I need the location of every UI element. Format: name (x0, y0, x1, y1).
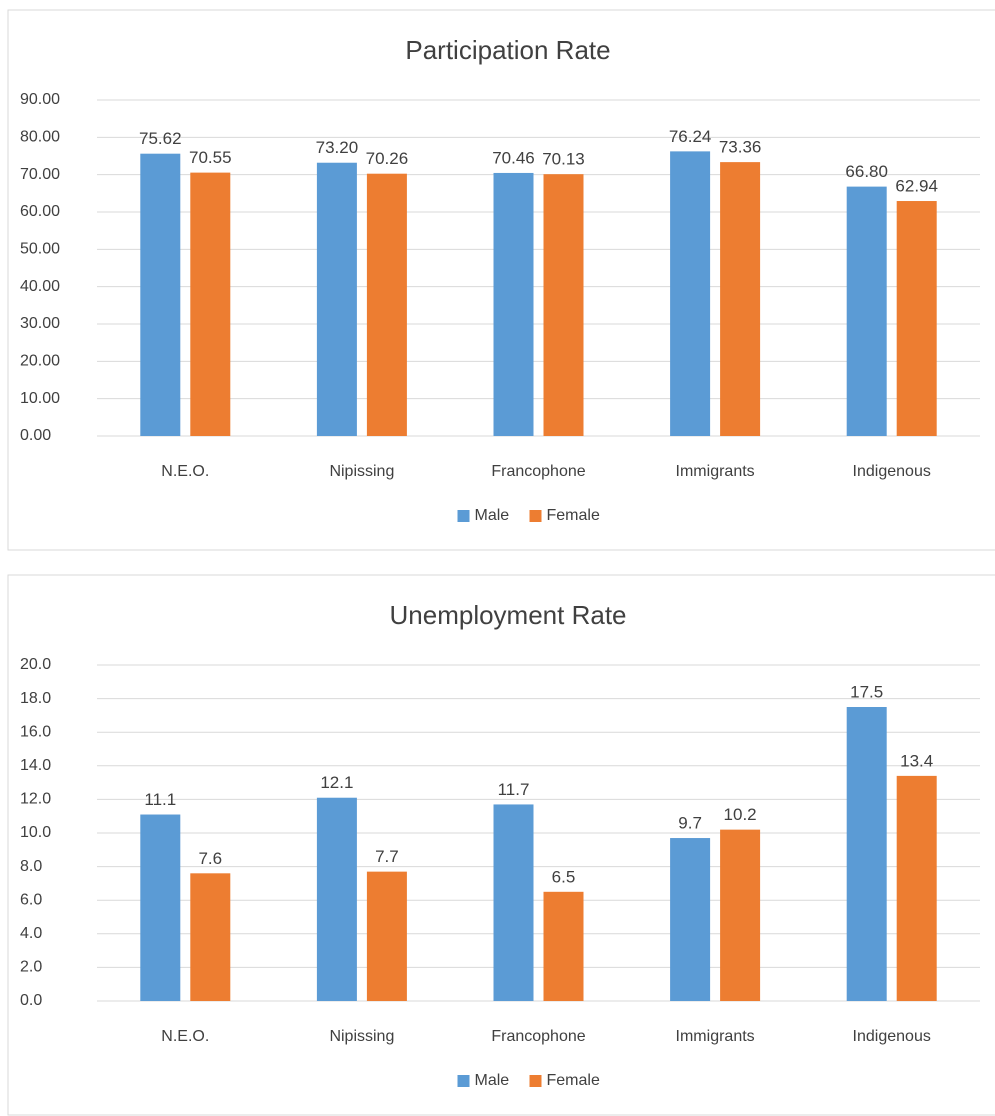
x-tick-label: Indigenous (853, 463, 931, 480)
bar (846, 186, 887, 436)
y-tick-label: 20.00 (20, 353, 60, 370)
x-tick-label: Nipissing (329, 463, 394, 480)
bar (316, 797, 357, 1001)
y-tick-label: 30.00 (20, 315, 60, 332)
bar (896, 201, 937, 436)
chart-border (7, 9, 995, 551)
y-tick-label: 4.0 (20, 925, 42, 942)
y-tick-label: 14.0 (20, 757, 51, 774)
bar (140, 814, 181, 1001)
bar (316, 162, 357, 436)
y-tick-label: 18.0 (20, 690, 51, 707)
legend-label: Male (475, 507, 510, 524)
bar (896, 775, 937, 1001)
chart-border (7, 574, 995, 1116)
data-label: 7.7 (375, 847, 399, 866)
y-tick-label: 40.00 (20, 278, 60, 295)
y-tick-label: 50.00 (20, 241, 60, 258)
bar (366, 173, 407, 437)
x-tick-label: Indigenous (853, 1028, 931, 1045)
data-label: 76.24 (669, 127, 712, 146)
bar (190, 873, 231, 1001)
y-tick-label: 2.0 (20, 959, 42, 976)
legend-swatch (457, 1075, 470, 1087)
x-tick-label: N.E.O. (161, 1028, 209, 1045)
data-label: 70.46 (492, 148, 535, 167)
legend-swatch (529, 1075, 542, 1087)
legend-label: Female (547, 507, 600, 524)
data-label: 6.5 (552, 867, 576, 886)
data-label: 7.6 (198, 849, 222, 868)
data-label: 66.80 (845, 162, 888, 181)
x-tick-label: Francophone (491, 1028, 585, 1045)
x-tick-label: Nipissing (329, 1028, 394, 1045)
data-label: 11.1 (144, 790, 176, 809)
y-tick-label: 8.0 (20, 858, 42, 875)
data-label: 70.55 (189, 148, 232, 167)
bar (493, 804, 534, 1001)
bar (846, 707, 887, 1001)
data-label: 13.4 (900, 751, 933, 770)
y-tick-label: 70.00 (20, 166, 60, 183)
data-label: 12.1 (320, 773, 353, 792)
legend-label: Male (475, 1072, 510, 1089)
x-tick-label: Immigrants (676, 463, 755, 480)
bar (493, 172, 534, 436)
bar (670, 838, 711, 1001)
data-label: 10.2 (724, 805, 757, 824)
y-tick-label: 90.00 (20, 91, 60, 108)
y-tick-label: 10.00 (20, 390, 60, 407)
data-label: 70.26 (366, 149, 409, 168)
chart-title: Unemployment Rate (390, 600, 627, 630)
legend-swatch (529, 510, 542, 522)
y-tick-label: 10.0 (20, 824, 51, 841)
bar (720, 162, 761, 436)
y-tick-label: 6.0 (20, 891, 42, 908)
bar (140, 153, 181, 436)
y-tick-label: 12.0 (20, 791, 51, 808)
data-label: 17.5 (850, 682, 883, 701)
bar (543, 174, 584, 436)
x-tick-label: Immigrants (676, 1028, 755, 1045)
data-label: 11.7 (498, 780, 530, 799)
y-tick-label: 60.00 (20, 203, 60, 220)
x-tick-label: Francophone (491, 463, 585, 480)
legend-swatch (457, 510, 470, 522)
y-tick-label: 20.0 (20, 656, 51, 673)
data-label: 70.13 (542, 150, 585, 169)
y-tick-label: 16.0 (20, 723, 51, 740)
bar (190, 172, 231, 436)
data-label: 73.36 (719, 138, 762, 157)
y-tick-label: 80.00 (20, 129, 60, 146)
data-label: 9.7 (678, 814, 702, 833)
bar (543, 891, 584, 1001)
y-tick-label: 0.0 (20, 992, 42, 1009)
y-tick-label: 0.00 (20, 427, 51, 444)
data-label: 75.62 (139, 129, 182, 148)
bar (366, 871, 407, 1001)
bar (720, 829, 761, 1001)
x-tick-label: N.E.O. (161, 463, 209, 480)
chart-title: Participation Rate (405, 35, 610, 65)
legend-label: Female (547, 1072, 600, 1089)
data-label: 62.94 (895, 177, 938, 196)
bar (670, 151, 711, 436)
data-label: 73.20 (316, 138, 359, 157)
